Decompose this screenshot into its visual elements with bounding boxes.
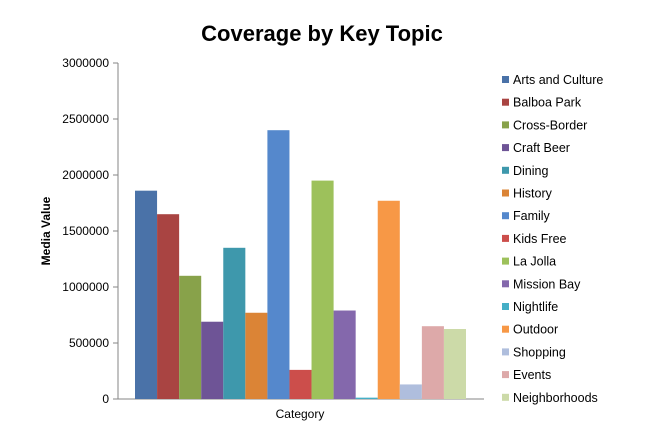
bars — [135, 130, 466, 399]
bar-events — [421, 326, 444, 399]
legend-label: Neighborhoods — [513, 391, 598, 405]
legend-swatch — [502, 76, 509, 83]
bar-dining — [223, 247, 246, 399]
bar-neighborhoods — [443, 329, 466, 399]
legend-label: Mission Bay — [513, 277, 581, 291]
legend-label: Balboa Park — [513, 96, 582, 110]
chart-title: Coverage by Key Topic — [201, 21, 443, 46]
legend-swatch — [502, 257, 509, 265]
legend-label: Shopping — [513, 345, 566, 359]
legend-label: Craft Beer — [513, 141, 570, 155]
legend-swatch — [502, 348, 509, 356]
legend-swatch — [502, 303, 509, 310]
bar-family — [267, 130, 290, 399]
legend-label: Family — [513, 209, 551, 223]
bar-kids-free — [289, 369, 312, 399]
y-tick-label: 0 — [102, 392, 109, 406]
legend-label: History — [513, 187, 553, 201]
bar-shopping — [399, 384, 422, 399]
axes: 0 500000 1000000 1500000 2000000 2500000 30000… — [62, 56, 484, 406]
legend-swatch — [502, 121, 509, 129]
legend-swatch — [502, 280, 509, 288]
legend-swatch — [502, 234, 509, 242]
legend-label: Arts and Culture — [513, 73, 603, 87]
y-tick-label: 1500000 — [62, 224, 109, 238]
bar-nightlife — [355, 397, 378, 399]
bar-balboa-park — [157, 214, 180, 399]
legend-label: Nightlife — [513, 300, 558, 314]
legend-swatch — [502, 144, 509, 152]
y-axis-label: Media Value — [39, 196, 53, 265]
legend-label: Cross-Border — [513, 118, 587, 132]
legend-label: Events — [513, 368, 551, 382]
legend-swatch — [502, 325, 509, 333]
legend-swatch — [502, 189, 509, 197]
legend-swatch — [502, 166, 509, 174]
y-tick-label: 2000000 — [62, 168, 109, 182]
x-axis-label: Category — [276, 407, 325, 421]
bar-history — [245, 312, 268, 399]
bar-craft-beer — [201, 321, 224, 399]
bar-outdoor — [377, 200, 400, 399]
legend: Arts and Culture Balboa Park Cross-Border C… — [502, 73, 603, 405]
bar-mission-bay — [333, 310, 356, 399]
y-tick-label: 2500000 — [62, 112, 109, 126]
legend-label: Outdoor — [513, 323, 558, 337]
bar-la-jolla — [311, 180, 334, 399]
legend-swatch — [502, 98, 509, 106]
legend-swatch — [502, 393, 509, 401]
bar-cross-border — [179, 275, 202, 399]
legend-label: Dining — [513, 164, 548, 178]
y-tick-label: 3000000 — [62, 56, 109, 70]
legend-swatch — [502, 371, 509, 379]
legend-swatch — [502, 212, 509, 220]
bar-arts-and-culture — [135, 190, 158, 399]
y-tick-label: 1000000 — [62, 280, 109, 294]
legend-label: La Jolla — [513, 255, 556, 269]
legend-label: Kids Free — [513, 232, 567, 246]
y-tick-label: 500000 — [69, 336, 109, 350]
